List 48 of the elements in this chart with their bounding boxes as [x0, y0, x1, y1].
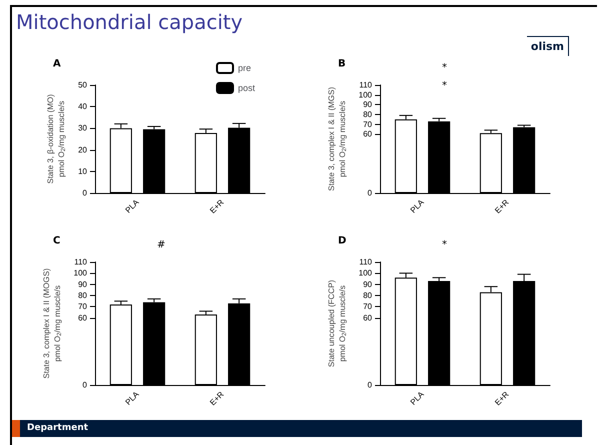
x-tick-label: E+R	[208, 198, 226, 216]
y-tick-label: 80	[78, 291, 88, 300]
y-tick-label: 60	[363, 130, 373, 139]
y-tick-label: 60	[363, 313, 373, 322]
legend-label: pre	[238, 63, 252, 73]
text: Department	[12, 420, 582, 437]
y-tick-label: 70	[363, 120, 373, 129]
x-tick-label: E+R	[493, 198, 511, 216]
y-tick-label: 100	[74, 268, 88, 278]
x-tick-label: E+R	[208, 390, 226, 408]
x-tick-label: PLA	[408, 389, 426, 407]
y-tick-label: 80	[363, 291, 373, 300]
y-tick-label: 60	[78, 313, 88, 322]
annotation: *	[442, 80, 447, 92]
y-tick-label: 100	[358, 90, 373, 100]
text: olism	[526, 36, 569, 56]
y-tick-label: 0	[368, 188, 373, 198]
y-tick-label: 30	[78, 124, 88, 133]
x-tick-label: PLA	[124, 389, 142, 407]
y-tick-label: 70	[78, 302, 88, 312]
text: #	[157, 240, 166, 250]
y-tick-label: 40	[78, 102, 88, 112]
text: *	[442, 62, 447, 74]
y-tick-label: 20	[78, 145, 88, 154]
text: Mitochondrial capacity	[16, 10, 243, 34]
chart-title: D	[338, 236, 346, 246]
y-tick-label: 0	[368, 380, 373, 390]
chart-title: A	[53, 58, 61, 70]
y-tick-label: 90	[363, 100, 373, 110]
x-tick-label: PLA	[408, 197, 426, 215]
y-tick-label: 110	[359, 80, 373, 90]
y-tick-label: 80	[363, 110, 373, 119]
y-tick-label: 0	[82, 188, 88, 198]
y-tick-label: 50	[78, 80, 88, 90]
y-tick-label: 110	[74, 258, 88, 266]
y-tick-label: 90	[363, 280, 373, 289]
text: *	[442, 240, 447, 250]
x-tick-label: PLA	[124, 197, 142, 215]
y-tick-label: 70	[363, 302, 373, 312]
legend-label: post	[238, 83, 256, 93]
y-tick-label: 100	[358, 268, 373, 278]
chart-title: B	[338, 58, 346, 70]
y-tick-label: 110	[359, 258, 373, 266]
y-tick-label: 0	[82, 380, 88, 390]
y-tick-label: 90	[78, 280, 88, 289]
chart-title: C	[53, 236, 60, 246]
y-tick-label: 10	[78, 166, 88, 176]
x-tick-label: E+R	[493, 390, 511, 408]
